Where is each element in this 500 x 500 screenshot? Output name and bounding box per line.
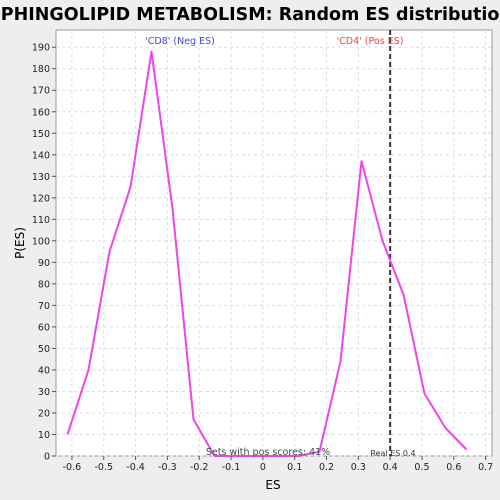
pos-es-label: 'CD4' (Pos ES) <box>337 36 404 47</box>
y-tick-label: 140 <box>32 150 50 161</box>
x-tick-label: -0.4 <box>126 462 145 473</box>
x-tick-label: 0.5 <box>414 462 429 473</box>
x-tick-label: -0.3 <box>158 462 177 473</box>
grid <box>56 30 492 457</box>
y-tick-label: 150 <box>32 129 50 140</box>
x-tick-label: -0.2 <box>190 462 209 473</box>
y-axis-label: P(ES) <box>13 227 27 259</box>
y-tick-label: 190 <box>32 43 50 54</box>
y-tick-label: 130 <box>32 172 50 183</box>
x-ticks: -0.6 -0.5 -0.4 -0.3 -0.2 -0.1 0 0.1 0.2 0.3 0.4 0.5… <box>63 456 493 473</box>
x-tick-label: 0.6 <box>446 462 461 473</box>
y-tick-label: 120 <box>32 193 50 204</box>
y-tick-label: 60 <box>38 322 50 333</box>
x-tick-label: 0.7 <box>478 462 493 473</box>
y-ticks: 0 10 20 30 40 50 60 70 80 90 100 110 120 130 140 150 160… <box>32 43 56 463</box>
y-tick-label: 80 <box>38 279 50 290</box>
x-tick-label: 0 <box>260 462 266 473</box>
x-tick-label: -0.5 <box>94 462 113 473</box>
x-tick-label: 0.2 <box>319 462 334 473</box>
y-tick-label: 0 <box>44 452 50 463</box>
y-tick-label: 30 <box>38 387 50 398</box>
y-tick-label: 50 <box>38 344 50 355</box>
x-tick-label: 0.1 <box>287 462 302 473</box>
y-tick-label: 90 <box>38 258 50 269</box>
x-tick-label: 0.4 <box>383 462 398 473</box>
y-tick-label: 20 <box>38 408 50 419</box>
y-tick-label: 10 <box>38 430 50 441</box>
y-tick-label: 160 <box>32 107 50 118</box>
y-tick-label: 100 <box>32 236 50 247</box>
plot-area <box>55 29 493 457</box>
es-distribution-line <box>66 50 468 457</box>
x-tick-label: -0.6 <box>63 462 82 473</box>
real-es-label: Real ES 0.4 <box>370 449 415 458</box>
neg-es-label: 'CD8' (Neg ES) <box>145 36 215 47</box>
y-tick-label: 110 <box>32 215 50 226</box>
x-tick-label: -0.1 <box>222 462 241 473</box>
y-tick-label: 170 <box>32 86 50 97</box>
pos-scores-label: Sets with pos scores: 41% <box>206 447 330 458</box>
y-tick-label: 180 <box>32 64 50 75</box>
x-tick-label: 0.3 <box>351 462 366 473</box>
series-layer <box>66 50 468 457</box>
y-tick-label: 70 <box>38 301 50 312</box>
y-tick-label: 40 <box>38 365 50 376</box>
x-axis-label: ES <box>265 478 280 492</box>
chart-title: SPHINGOLIPID METABOLISM: Random ES distr… <box>0 5 500 25</box>
